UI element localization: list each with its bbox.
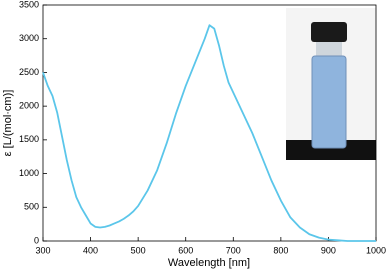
vial-neck: [316, 42, 342, 56]
y-tick-label: 3500: [19, 0, 39, 9]
x-tick-label: 500: [131, 245, 146, 255]
y-tick-label: 1000: [19, 168, 39, 178]
x-axis-label: Wavelength [nm]: [168, 257, 250, 269]
y-tick-label: 3000: [19, 33, 39, 43]
inset-photo: [286, 8, 376, 160]
y-tick-label: 1500: [19, 134, 39, 144]
y-axis-label: ε [L/(mol·cm)]: [2, 90, 14, 157]
x-tick-label: 400: [83, 245, 98, 255]
y-tick-label: 0: [34, 235, 39, 245]
vial-body: [311, 55, 347, 149]
x-tick-label: 600: [178, 245, 193, 255]
y-tick-label: 2000: [19, 101, 39, 111]
x-tick-label: 1000: [366, 245, 386, 255]
spectrum-line: [42, 24, 376, 242]
photo-base: [286, 140, 376, 160]
x-tick-label: 700: [226, 245, 241, 255]
plot-frame: [42, 4, 377, 242]
vial-cap: [311, 22, 347, 42]
x-tick-label: 300: [35, 245, 50, 255]
y-tick-label: 2500: [19, 67, 39, 77]
y-tick-label: 500: [24, 202, 39, 212]
x-tick-label: 800: [273, 245, 288, 255]
x-tick-label: 900: [321, 245, 336, 255]
